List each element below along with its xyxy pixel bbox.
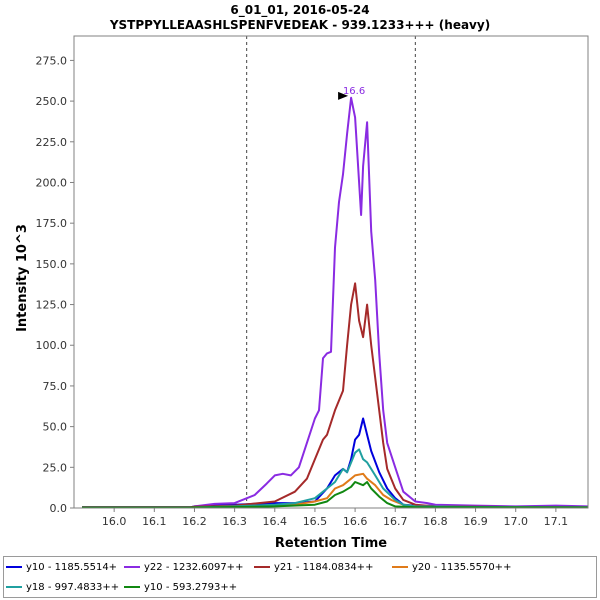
plot-border [73,35,589,509]
x-tick-label: 16.3 [222,515,247,528]
legend-item: y10 - 593.2793++ [124,579,237,595]
series-line [82,481,589,509]
legend-item: y22 - 1232.6097++ [124,559,243,575]
legend-item: y21 - 1184.0834++ [254,559,373,575]
chromatogram-chart: 6_01_01, 2016-05-24 YSTPPYLLEAASHLSPENFV… [15,3,589,551]
legend-label: y22 - 1232.6097++ [144,561,244,573]
y-tick-label: 0.0 [50,502,68,515]
series-layer [82,96,589,509]
x-tick-label: 16.0 [102,515,127,528]
legend-swatch [254,566,270,568]
legend-swatch [6,566,22,568]
x-tick-label: 16.1 [142,515,167,528]
x-axis: 16.0 16.1 16.2 16.3 16.4 16.5 16.6 16.7 16.8 16.9… [102,508,568,528]
y-tick-label: 150.0 [36,258,68,271]
x-tick-label: 16.2 [182,515,207,528]
legend-swatch [392,566,408,568]
y-tick-label: 275.0 [36,54,68,67]
legend-swatch [124,586,140,588]
legend-label: y18 - 997.4833++ [26,581,120,593]
y-tick-label: 100.0 [36,339,68,352]
legend-label: y10 - 593.2793++ [144,581,238,593]
x-axis-label: Retention Time [275,536,387,551]
series-line [82,282,589,509]
x-tick-label: 17.0 [503,515,528,528]
x-tick-label: 16.7 [383,515,408,528]
series-line [82,96,589,509]
legend-item: y20 - 1135.5570++ [392,559,511,575]
legend-label: y10 - 1185.5514+ [26,561,118,573]
plot-area [74,36,588,508]
y-axis: 0.0 25.0 50.0 75.0 100.0 125.0 150.0 175.0 200.0… [36,54,74,515]
y-tick-label: 225.0 [36,136,68,149]
annotation-layer: 16.6 [338,86,365,100]
y-axis-label: Intensity 10^3 [15,224,30,332]
y-tick-label: 125.0 [36,299,68,312]
x-tick-label: 16.5 [303,515,328,528]
peak-label: 16.6 [343,86,365,97]
chart-title: 6_01_01, 2016-05-24 [230,3,369,18]
integration-bounds [246,36,416,508]
legend: y10 - 1185.5514+ y22 - 1232.6097++ y21 - 1… [3,556,597,598]
x-tick-label: 17.1 [544,515,569,528]
legend-label: y20 - 1135.5570++ [412,561,512,573]
x-tick-label: 16.9 [463,515,488,528]
y-tick-label: 25.0 [43,461,68,474]
y-tick-label: 200.0 [36,176,68,189]
x-tick-label: 16.4 [263,515,288,528]
y-tick-label: 175.0 [36,217,68,230]
legend-item: y18 - 997.4833++ [6,579,119,595]
x-tick-label: 16.6 [343,515,368,528]
legend-label: y21 - 1184.0834++ [274,561,374,573]
chart-subtitle: YSTPPYLLEAASHLSPENFVEDEAK - 939.1233+++ … [109,18,490,32]
legend-swatch [124,566,140,568]
peak-marker-icon [338,91,349,100]
y-tick-label: 250.0 [36,95,68,108]
legend-item: y10 - 1185.5514+ [6,559,117,575]
y-tick-label: 75.0 [43,380,68,393]
legend-swatch [6,586,22,588]
series-line [82,448,589,509]
y-tick-label: 50.0 [43,421,68,434]
x-tick-label: 16.8 [423,515,448,528]
